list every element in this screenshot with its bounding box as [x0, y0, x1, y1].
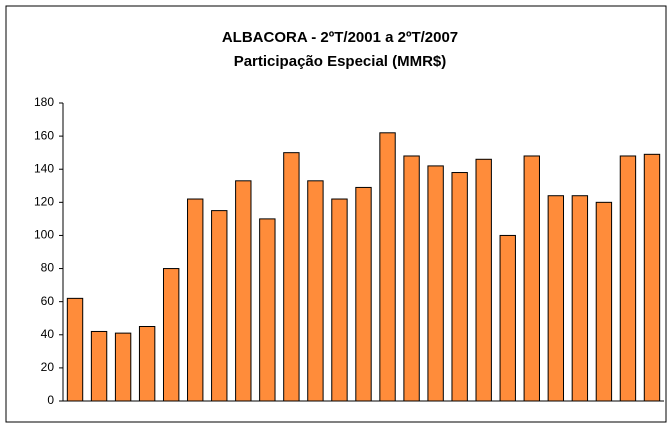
bar — [331, 198, 348, 402]
bar — [643, 153, 661, 402]
bar — [211, 210, 228, 402]
y-tick-label: 140 — [34, 161, 54, 175]
bar — [475, 158, 492, 402]
bar — [451, 172, 468, 402]
bar — [499, 234, 516, 402]
chart-subtitle: Participação Especial (MMR$) — [234, 53, 447, 70]
y-tick-label: 160 — [34, 128, 54, 142]
bar — [571, 195, 589, 402]
bar — [138, 326, 156, 402]
bar — [187, 198, 204, 402]
bar — [403, 155, 420, 402]
chart-title: ALBACORA - 2ºT/2001 a 2ºT/2007 — [222, 29, 458, 46]
bar — [307, 180, 324, 402]
y-tick-label: 80 — [41, 261, 55, 275]
bar — [595, 201, 613, 402]
bar — [427, 165, 444, 402]
y-tick-label: 100 — [34, 228, 54, 242]
bar — [379, 132, 396, 402]
bar — [162, 268, 180, 402]
y-tick-label: 0 — [47, 393, 54, 407]
y-tick-label: 120 — [34, 195, 54, 209]
bar — [355, 186, 372, 402]
bar — [66, 297, 84, 402]
bar — [235, 180, 252, 402]
bar — [547, 195, 565, 402]
y-tick-label: 40 — [41, 327, 55, 341]
bar — [523, 155, 540, 402]
bar — [90, 330, 108, 402]
y-tick-label: 20 — [41, 360, 55, 374]
bar — [259, 218, 276, 402]
bar — [114, 332, 132, 402]
y-tick-label: 60 — [41, 294, 55, 308]
bar — [619, 155, 637, 402]
y-tick-label: 180 — [34, 95, 54, 109]
bar — [283, 152, 300, 402]
